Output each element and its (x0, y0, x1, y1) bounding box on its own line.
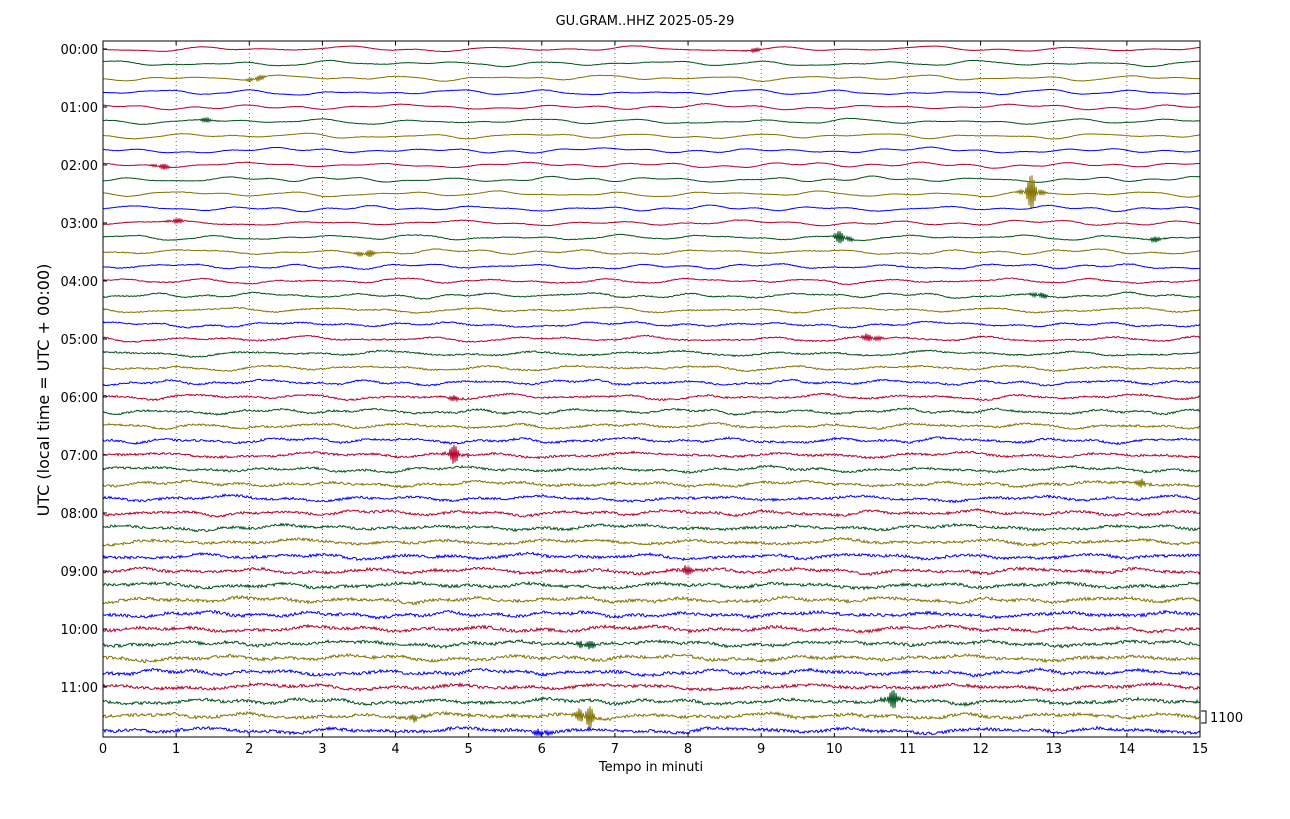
x-tick-label: 3 (318, 742, 326, 757)
seismic-trace (102, 580, 1201, 591)
seismic-trace (102, 218, 1201, 227)
grid (175, 41, 1128, 737)
seismic-trace (102, 507, 1201, 518)
y-tick-label: 01:00 (61, 101, 98, 116)
seismic-trace (102, 565, 1201, 576)
x-tick-label: 8 (684, 742, 692, 757)
y-tick-label: 04:00 (61, 275, 98, 290)
x-tick-label: 6 (538, 742, 546, 757)
y-tick-label: 10:00 (61, 623, 98, 638)
seismic-trace (102, 306, 1201, 314)
seismic-trace (102, 623, 1201, 635)
x-tick-label: 15 (1192, 742, 1209, 757)
seismic-trace (102, 725, 1201, 736)
x-tick-label: 11 (899, 742, 916, 757)
seismic-trace (102, 690, 1201, 709)
seismic-trace (102, 652, 1201, 664)
y-axis-label: UTC (local time = UTC + 00:00) (34, 264, 53, 517)
x-tick-label: 13 (1045, 742, 1062, 757)
seismic-trace (102, 609, 1201, 620)
seismic-trace (102, 364, 1201, 373)
x-axis-label: Tempo in minuti (598, 760, 703, 775)
seismic-trace (102, 537, 1201, 548)
x-tick-label: 7 (611, 742, 619, 757)
x-tick-label: 9 (757, 742, 765, 757)
seismic-trace (102, 103, 1201, 111)
x-tick-label: 10 (826, 742, 843, 757)
chart-title: GU.GRAM..HHZ 2025-05-29 (556, 14, 735, 29)
x-tick-label: 12 (972, 742, 989, 757)
seismic-trace (102, 231, 1201, 244)
x-tick-label: 5 (465, 742, 473, 757)
seismic-trace (102, 277, 1201, 286)
y-tick-label: 03:00 (61, 217, 98, 232)
seismic-trace (102, 116, 1201, 125)
y-tick-label: 05:00 (61, 333, 98, 348)
seismic-trace (102, 204, 1201, 213)
plot-frame (102, 40, 1201, 738)
y-tick-label: 00:00 (61, 43, 98, 58)
seismic-trace (102, 522, 1201, 533)
seismic-trace (102, 436, 1201, 446)
seismic-trace (102, 378, 1201, 387)
seismic-trace (102, 175, 1201, 184)
seismic-trace (102, 262, 1201, 270)
traces (102, 45, 1201, 736)
x-tick-label: 2 (245, 742, 253, 757)
seismic-trace (102, 392, 1201, 403)
seismic-trace (102, 333, 1201, 343)
y-tick-label: 02:00 (61, 159, 98, 174)
seismic-trace (102, 248, 1201, 258)
seismic-trace (102, 493, 1201, 504)
x-tick-label: 4 (391, 742, 399, 757)
scale-bar (1201, 710, 1207, 724)
seismic-trace (102, 666, 1201, 678)
seismic-trace (102, 59, 1201, 68)
y-tick-label: 09:00 (61, 565, 98, 580)
seismic-trace (102, 45, 1201, 55)
seismic-trace (102, 175, 1201, 210)
amplitude-scale: 1100 (1201, 710, 1243, 726)
x-tick-label: 0 (99, 742, 107, 757)
y-tick-label: 07:00 (61, 449, 98, 464)
seismic-trace (102, 88, 1201, 96)
seismic-trace (102, 349, 1201, 358)
seismic-trace (102, 407, 1201, 416)
seismic-trace (102, 146, 1201, 154)
x-tick-label: 1 (172, 742, 180, 757)
seismic-trace (102, 422, 1201, 430)
seismic-trace (102, 478, 1201, 489)
seismic-trace (102, 594, 1201, 606)
seismic-trace (102, 444, 1201, 464)
seismic-trace (102, 291, 1201, 300)
seismic-trace (102, 551, 1201, 562)
seismic-trace (102, 464, 1201, 474)
scale-label: 1100 (1210, 711, 1243, 726)
seismic-trace (102, 638, 1201, 650)
seismic-trace (102, 74, 1201, 83)
seismic-trace (102, 161, 1201, 170)
y-tick-label: 06:00 (61, 391, 98, 406)
y-tick-label: 08:00 (61, 507, 98, 522)
seismic-trace (102, 706, 1201, 728)
ticks: 0 1 2 3 4 5 6 7 8 9 10 11 12 13 14 1500:0001:0002:0003:… (61, 41, 1209, 757)
seismic-trace (102, 132, 1201, 140)
y-tick-label: 11:00 (61, 681, 98, 696)
seismic-trace (102, 681, 1201, 693)
x-tick-label: 14 (1119, 742, 1136, 757)
seismic-trace (102, 320, 1201, 329)
